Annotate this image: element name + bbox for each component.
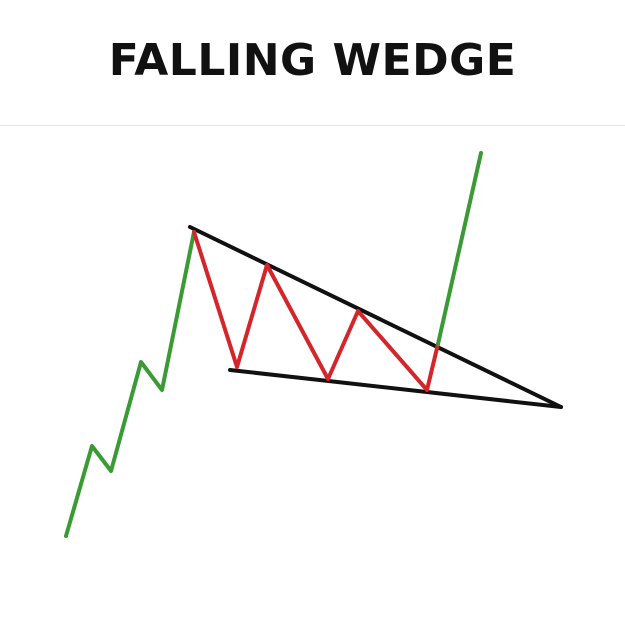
breakout-line [436, 151, 483, 346]
upper-trendline [188, 225, 563, 409]
wedge-price-swings [192, 230, 440, 392]
lower-trendline [228, 368, 563, 409]
header: FALLING WEDGE [0, 0, 625, 126]
page-title: FALLING WEDGE [108, 35, 517, 86]
prior-uptrend-line [64, 230, 196, 538]
